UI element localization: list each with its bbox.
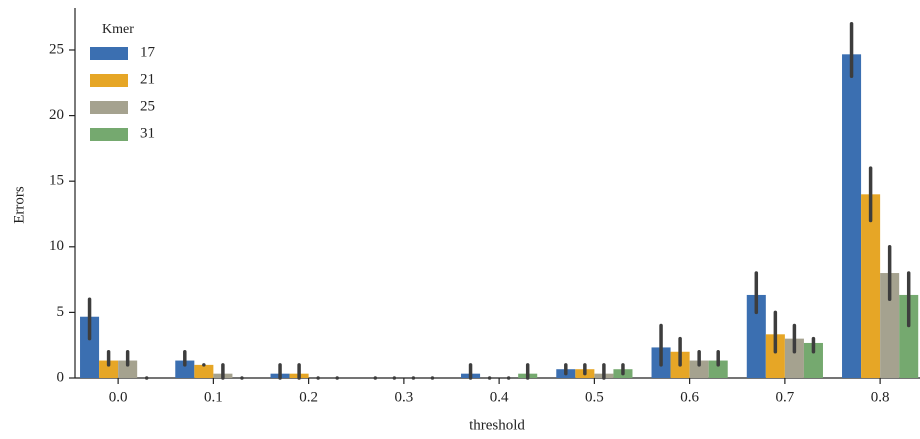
- legend-label: 17: [140, 44, 156, 60]
- y-tick-label: 25: [49, 41, 64, 57]
- y-tick-label: 5: [57, 304, 65, 320]
- x-axis-label: threshold: [469, 417, 525, 433]
- bar: [765, 334, 785, 378]
- x-tick-label: 0.6: [680, 389, 699, 405]
- bar: [784, 338, 804, 378]
- bar: [803, 342, 823, 378]
- bar: [708, 360, 728, 378]
- legend-label: 25: [140, 98, 155, 114]
- legend-label: 21: [140, 71, 155, 87]
- bar: [842, 54, 862, 378]
- x-tick-label: 0.4: [490, 389, 509, 405]
- legend-swatch: [90, 47, 128, 60]
- legend-title: Kmer: [102, 22, 134, 37]
- bar: [861, 194, 881, 378]
- bar: [194, 364, 214, 378]
- x-tick-label: 0.1: [204, 389, 223, 405]
- x-tick-label: 0.2: [299, 389, 318, 405]
- y-tick-label: 10: [49, 238, 64, 254]
- y-tick-label: 15: [49, 173, 64, 189]
- legend-label: 31: [140, 125, 155, 141]
- bar: [880, 273, 900, 378]
- x-tick-label: 0.5: [585, 389, 604, 405]
- x-tick-label: 0.8: [871, 389, 890, 405]
- bar: [80, 316, 100, 378]
- y-axis-label: Errors: [11, 186, 27, 224]
- bar: [99, 360, 119, 378]
- bar: [118, 360, 138, 378]
- bar: [175, 360, 195, 378]
- x-tick-label: 0.7: [776, 389, 795, 405]
- x-tick-label: 0.0: [109, 389, 128, 405]
- legend-swatch: [90, 74, 128, 87]
- x-tick-label: 0.3: [395, 389, 414, 405]
- legend-swatch: [90, 128, 128, 141]
- y-tick-label: 0: [57, 369, 65, 385]
- y-tick-label: 20: [49, 107, 64, 123]
- bar: [746, 294, 766, 378]
- bar: [899, 294, 919, 378]
- legend-swatch: [90, 101, 128, 114]
- bar: [689, 360, 709, 378]
